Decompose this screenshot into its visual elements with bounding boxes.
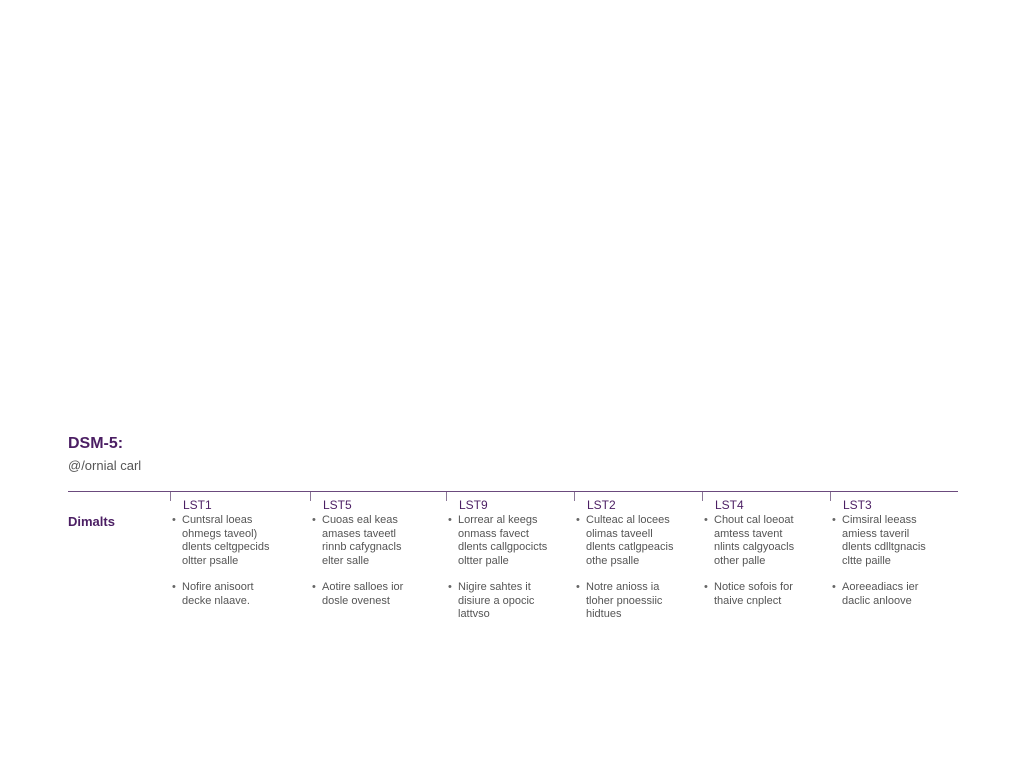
bullet-line: oltter psalle — [182, 554, 239, 567]
bullet-line: Notre anioss ia — [586, 581, 660, 593]
bullet-line: rinnb cafygnacls — [322, 541, 402, 553]
bullet-line: Nigire sahtes it — [458, 581, 531, 593]
bullet-line: cltte paille — [842, 554, 891, 567]
column-separator — [446, 492, 447, 501]
column-separator — [830, 492, 831, 501]
bullet-line: tloher pnoessiic — [586, 594, 663, 607]
bullet: • — [312, 581, 316, 593]
bullet-line: dlents celtgpecids — [182, 541, 270, 553]
bullet-line: dlents cdlltgnacis — [842, 541, 926, 553]
bullet: • — [172, 581, 176, 593]
column-header: LST3 — [843, 498, 872, 512]
column-header: LST1 — [183, 498, 212, 512]
row-label: Dimalts — [68, 514, 115, 529]
column-separator — [574, 492, 575, 501]
bullet: • — [576, 581, 580, 593]
bullet-line: dosle ovenest — [322, 594, 390, 607]
bullet-line: onmass favect — [458, 527, 529, 540]
bullet-line: ohmegs taveol) — [182, 527, 258, 540]
bullet: • — [832, 514, 836, 526]
bullet-line: Culteac al locees — [586, 514, 670, 526]
bullet-line: disiure a opocic — [458, 594, 535, 607]
column-separator — [310, 492, 311, 501]
bullet: • — [312, 514, 316, 526]
bullet-line: dlents callgpocicts — [458, 541, 548, 553]
bullet-line: othe psalle — [586, 554, 640, 567]
bullet-line: decke nlaave. — [182, 594, 250, 607]
column-header: LST2 — [587, 498, 616, 512]
column-header: LST9 — [459, 498, 488, 512]
bullet-line: elter salle — [322, 554, 370, 567]
bullet-line: dlents catlgpeacis — [586, 541, 674, 553]
column-header: LST4 — [715, 498, 744, 512]
bullet-line: Aoreeadiacs ier — [842, 581, 919, 593]
bullet: • — [448, 581, 452, 593]
bullet: • — [448, 514, 452, 526]
bullet-line: Cuntsral loeas — [182, 514, 253, 526]
bullet-line: Aotire salloes ior — [322, 581, 404, 593]
bullet-line: Notice sofois for — [714, 581, 793, 593]
bullet-line: lattvso — [458, 608, 490, 620]
column-separator — [702, 492, 703, 501]
column-header: LST5 — [323, 498, 352, 512]
column-separator — [170, 492, 171, 501]
bullet-line: daclic anloove — [842, 594, 912, 607]
bullet-line: Lorrear al keegs — [458, 514, 538, 526]
bullet-line: Cuoas eal keas — [322, 514, 398, 526]
bullet: • — [704, 581, 708, 593]
title: DSM-5: — [68, 435, 124, 452]
subtitle: @/ornial carl — [68, 458, 142, 473]
bullet: • — [172, 514, 176, 526]
bullet-line: hidtues — [586, 608, 622, 620]
bullet-line: amases taveetl — [322, 527, 396, 540]
bullet-line: Cimsiral leeass — [842, 514, 917, 526]
bullet: • — [704, 514, 708, 526]
bullet-line: Chout cal loeoat — [714, 514, 794, 526]
bullet-line: olimas taveell — [586, 527, 653, 540]
bullet-line: Nofire anisoort — [182, 581, 254, 593]
bullet-line: oltter palle — [458, 554, 509, 567]
bullet-line: other palle — [714, 554, 766, 567]
bullet: • — [576, 514, 580, 526]
bullet-line: thaive cnplect — [714, 594, 782, 607]
bullet-line: nlints calgyoacls — [714, 541, 795, 553]
rule — [68, 491, 958, 492]
bullet-line: amiess taveril — [842, 527, 910, 540]
bullet: • — [832, 581, 836, 593]
bullet-line: amtess tavent — [714, 527, 783, 540]
